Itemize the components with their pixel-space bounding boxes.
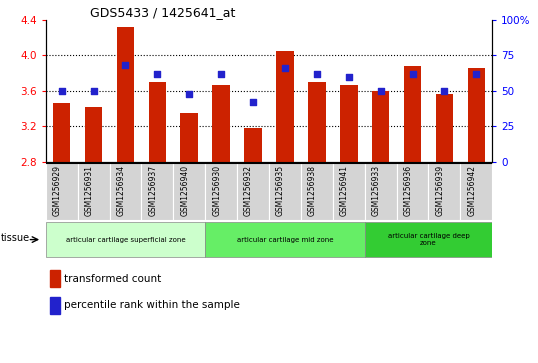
Point [313,71,321,77]
Text: articular cartilage mid zone: articular cartilage mid zone [237,237,333,242]
Point [472,71,480,77]
Text: GSM1256939: GSM1256939 [435,165,444,216]
Bar [365,163,397,220]
Text: GDS5433 / 1425641_at: GDS5433 / 1425641_at [90,6,236,19]
Bar [301,163,333,220]
Bar [46,222,205,257]
Text: GSM1256933: GSM1256933 [372,165,380,216]
Bar [333,163,365,220]
Bar [180,113,198,162]
Text: articular cartilage deep
zone: articular cartilage deep zone [387,233,469,246]
Text: transformed count: transformed count [65,274,162,284]
Point [440,88,449,94]
Text: GSM1256942: GSM1256942 [468,165,476,216]
Point [281,65,289,71]
Bar [365,222,492,257]
Bar [340,85,358,162]
Bar [53,103,70,162]
Bar [244,128,262,162]
Bar [77,163,110,220]
Text: GSM1256935: GSM1256935 [276,165,285,216]
Bar [148,82,166,162]
Point [408,71,417,77]
Text: percentile rank within the sample: percentile rank within the sample [65,300,240,310]
Text: GSM1256934: GSM1256934 [116,165,125,216]
Text: GSM1256941: GSM1256941 [339,165,349,216]
Text: GSM1256940: GSM1256940 [180,165,189,216]
Bar [46,163,77,220]
Bar [269,163,301,220]
Point [217,71,225,77]
Bar [213,85,230,162]
Text: GSM1256931: GSM1256931 [84,165,94,216]
Bar [468,68,485,162]
Text: articular cartilage superficial zone: articular cartilage superficial zone [66,237,185,242]
Bar [85,107,102,162]
Bar [50,270,60,287]
Point [376,88,385,94]
Point [121,62,130,68]
Bar [117,27,134,162]
Text: GSM1256932: GSM1256932 [244,165,253,216]
Text: tissue: tissue [1,233,30,243]
Bar [397,163,428,220]
Text: GSM1256936: GSM1256936 [404,165,413,216]
Text: GSM1256937: GSM1256937 [148,165,157,216]
Text: GSM1256938: GSM1256938 [308,165,317,216]
Bar [173,163,205,220]
Bar [237,163,269,220]
Bar [141,163,173,220]
Bar [461,163,492,220]
Bar [428,163,461,220]
Point [344,74,353,79]
Point [153,71,161,77]
Point [89,88,98,94]
Text: GSM1256929: GSM1256929 [53,165,62,216]
Bar [110,163,141,220]
Point [58,88,66,94]
Point [185,91,194,97]
Bar [205,163,237,220]
Bar [276,51,294,162]
Bar [436,94,453,162]
Bar [308,82,325,162]
Bar [372,91,390,162]
Text: GSM1256930: GSM1256930 [212,165,221,216]
Bar [404,66,421,162]
Point [249,99,257,105]
Bar [205,222,365,257]
Bar [50,297,60,314]
